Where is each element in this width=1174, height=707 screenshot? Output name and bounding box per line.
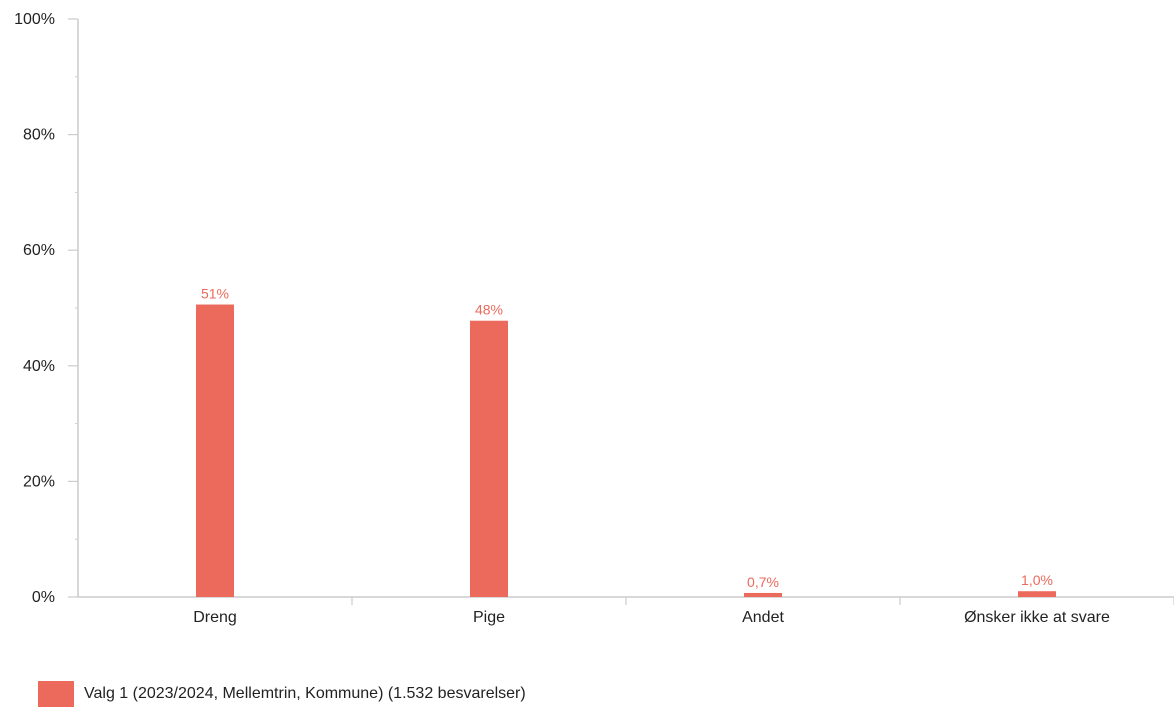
y-axis: 0% 20% 40% 60% 80% 100% xyxy=(14,11,79,606)
x-axis: Dreng Pige Andet Ønsker ikke at svare xyxy=(78,596,1174,626)
bar xyxy=(470,320,508,597)
data-label: 48% xyxy=(475,302,503,318)
data-label: 51% xyxy=(201,286,229,302)
y-tick-label: 80% xyxy=(23,127,55,144)
bar xyxy=(1018,591,1056,597)
legend-label: Valg 1 (2023/2024, Mellemtrin, Kommune) … xyxy=(84,685,526,702)
legend-swatch xyxy=(38,681,74,707)
bars xyxy=(196,304,1056,597)
y-tick-label: 60% xyxy=(23,242,55,259)
x-category-label: Dreng xyxy=(193,609,237,626)
legend: Valg 1 (2023/2024, Mellemtrin, Kommune) … xyxy=(38,681,526,707)
y-tick-label: 20% xyxy=(23,473,55,490)
y-tick-label: 100% xyxy=(14,11,55,28)
data-label: 1,0% xyxy=(1021,572,1053,588)
bar xyxy=(744,592,782,597)
x-category-label: Ønsker ikke at svare xyxy=(964,609,1110,626)
data-labels: 51% 48% 0,7% 1,0% xyxy=(201,286,1053,590)
y-tick-label: 0% xyxy=(32,589,55,606)
bar xyxy=(196,304,234,597)
data-label: 0,7% xyxy=(747,574,779,590)
y-tick-label: 40% xyxy=(23,358,55,375)
x-category-label: Andet xyxy=(742,609,784,626)
x-category-label: Pige xyxy=(473,609,505,626)
